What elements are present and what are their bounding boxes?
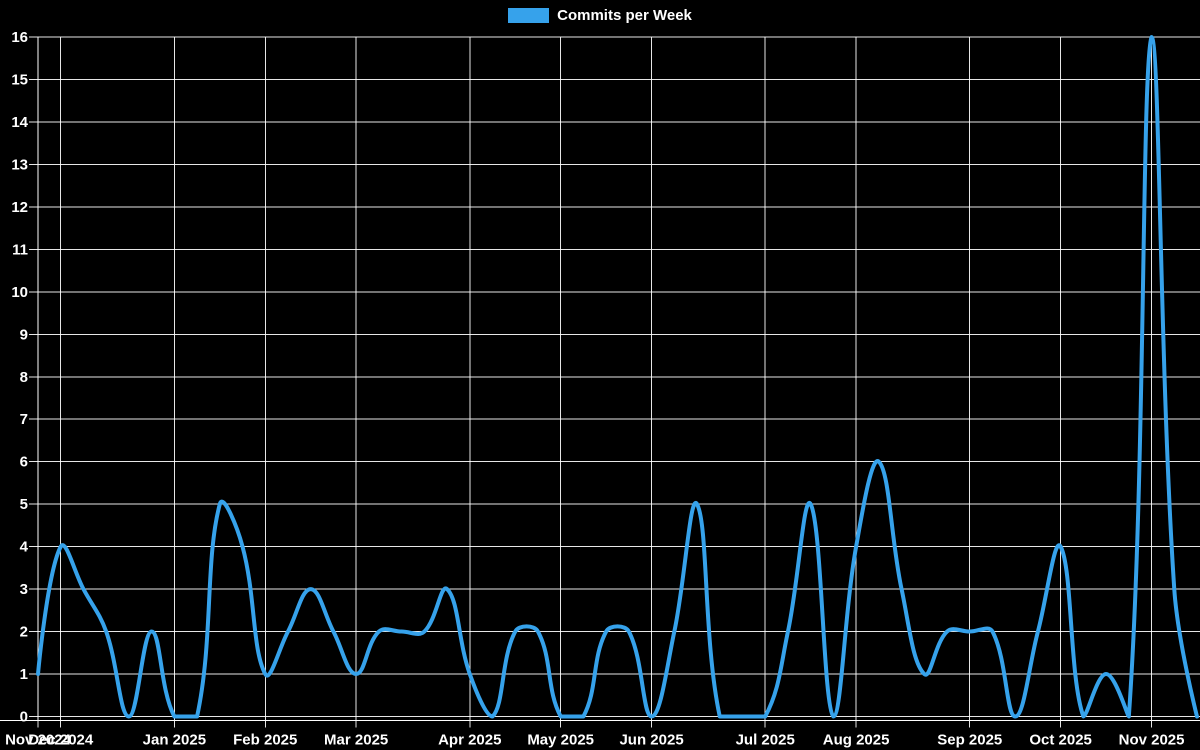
y-axis-label: 13 [11, 156, 28, 173]
x-axis-label: Sep 2025 [937, 732, 1002, 749]
x-axis-label: Feb 2025 [233, 732, 297, 749]
legend-label: Commits per Week [557, 7, 692, 24]
x-axis-label: Jan 2025 [143, 732, 206, 749]
y-axis-label: 8 [20, 369, 28, 386]
legend-swatch [508, 8, 550, 23]
x-axis-label: Mar 2025 [324, 732, 388, 749]
x-axis-label: Oct 2025 [1029, 732, 1092, 749]
legend-item-commits-per-week[interactable]: Commits per Week [0, 7, 1200, 24]
y-axis-label: 2 [20, 624, 28, 641]
y-axis-label: 12 [11, 199, 28, 216]
x-axis-label: May 2025 [527, 732, 594, 749]
y-axis-label: 3 [20, 581, 28, 598]
y-axis-label: 14 [11, 114, 28, 131]
y-axis-label: 16 [11, 29, 28, 46]
y-axis-label: 5 [20, 496, 28, 513]
y-axis-label: 6 [20, 454, 28, 471]
x-axis-label: Jun 2025 [619, 732, 683, 749]
y-axis-label: 0 [20, 709, 28, 726]
x-axis-label: Nov 2024 [5, 732, 72, 749]
y-axis-label: 11 [12, 241, 28, 258]
x-axis-label: Apr 2025 [438, 732, 501, 749]
y-axis-label: 7 [20, 411, 28, 428]
y-axis-label: 4 [20, 539, 29, 556]
commits-line-series [36, 35, 1199, 719]
y-axis-label: 1 [20, 666, 28, 683]
y-axis-label: 15 [11, 71, 28, 88]
x-axis-label: Nov 2025 [1119, 732, 1185, 749]
x-axis-label: Dec 2024 [28, 732, 94, 749]
x-axis-label: Jul 2025 [736, 732, 795, 749]
y-axis-label: 10 [11, 284, 28, 301]
x-axis-label: Aug 2025 [823, 732, 890, 749]
y-axis-label: 9 [20, 326, 28, 343]
